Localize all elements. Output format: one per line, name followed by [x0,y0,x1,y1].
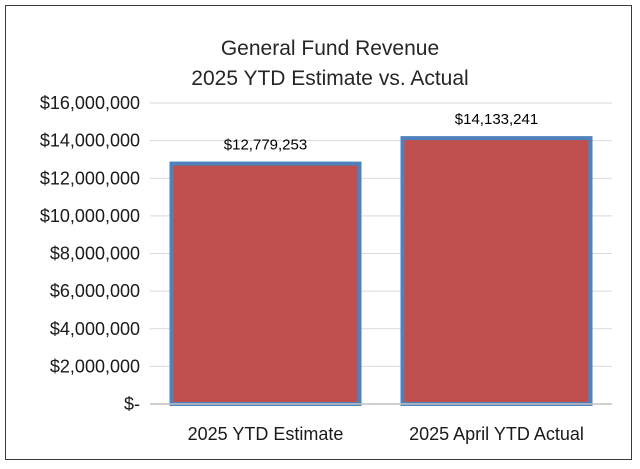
bar [400,136,593,406]
data-label: $14,133,241 [455,111,538,128]
data-label: $12,779,253 [224,137,307,154]
y-tick-label: $10,000,000 [40,206,140,226]
x-axis-category-labels: 2025 YTD Estimate 2025 April YTD Actual [188,424,584,444]
y-tick-label: $4,000,000 [50,319,140,339]
y-axis-tick-labels: $- $2,000,000 $4,000,000 $6,000,000 $8,000,0… [40,93,140,414]
y-tick-label: $16,000,000 [40,93,140,113]
data-labels: $12,779,253 $14,133,241 [224,111,538,153]
y-tick-label: $- [124,394,140,414]
chart-title-group: General Fund Revenue 2025 YTD Estimate v… [191,37,468,90]
chart-title: General Fund Revenue [221,37,439,60]
y-tick-label: $8,000,000 [50,244,140,264]
x-category-label: 2025 YTD Estimate [188,424,344,444]
y-tick-label: $6,000,000 [50,281,140,301]
y-tick-label: $2,000,000 [50,356,140,376]
chart-subtitle: 2025 YTD Estimate vs. Actual [191,67,468,90]
bars [169,136,593,406]
bar [169,161,362,406]
y-tick-label: $14,000,000 [40,131,140,151]
y-tick-label: $12,000,000 [40,168,140,188]
x-category-label: 2025 April YTD Actual [409,424,584,444]
